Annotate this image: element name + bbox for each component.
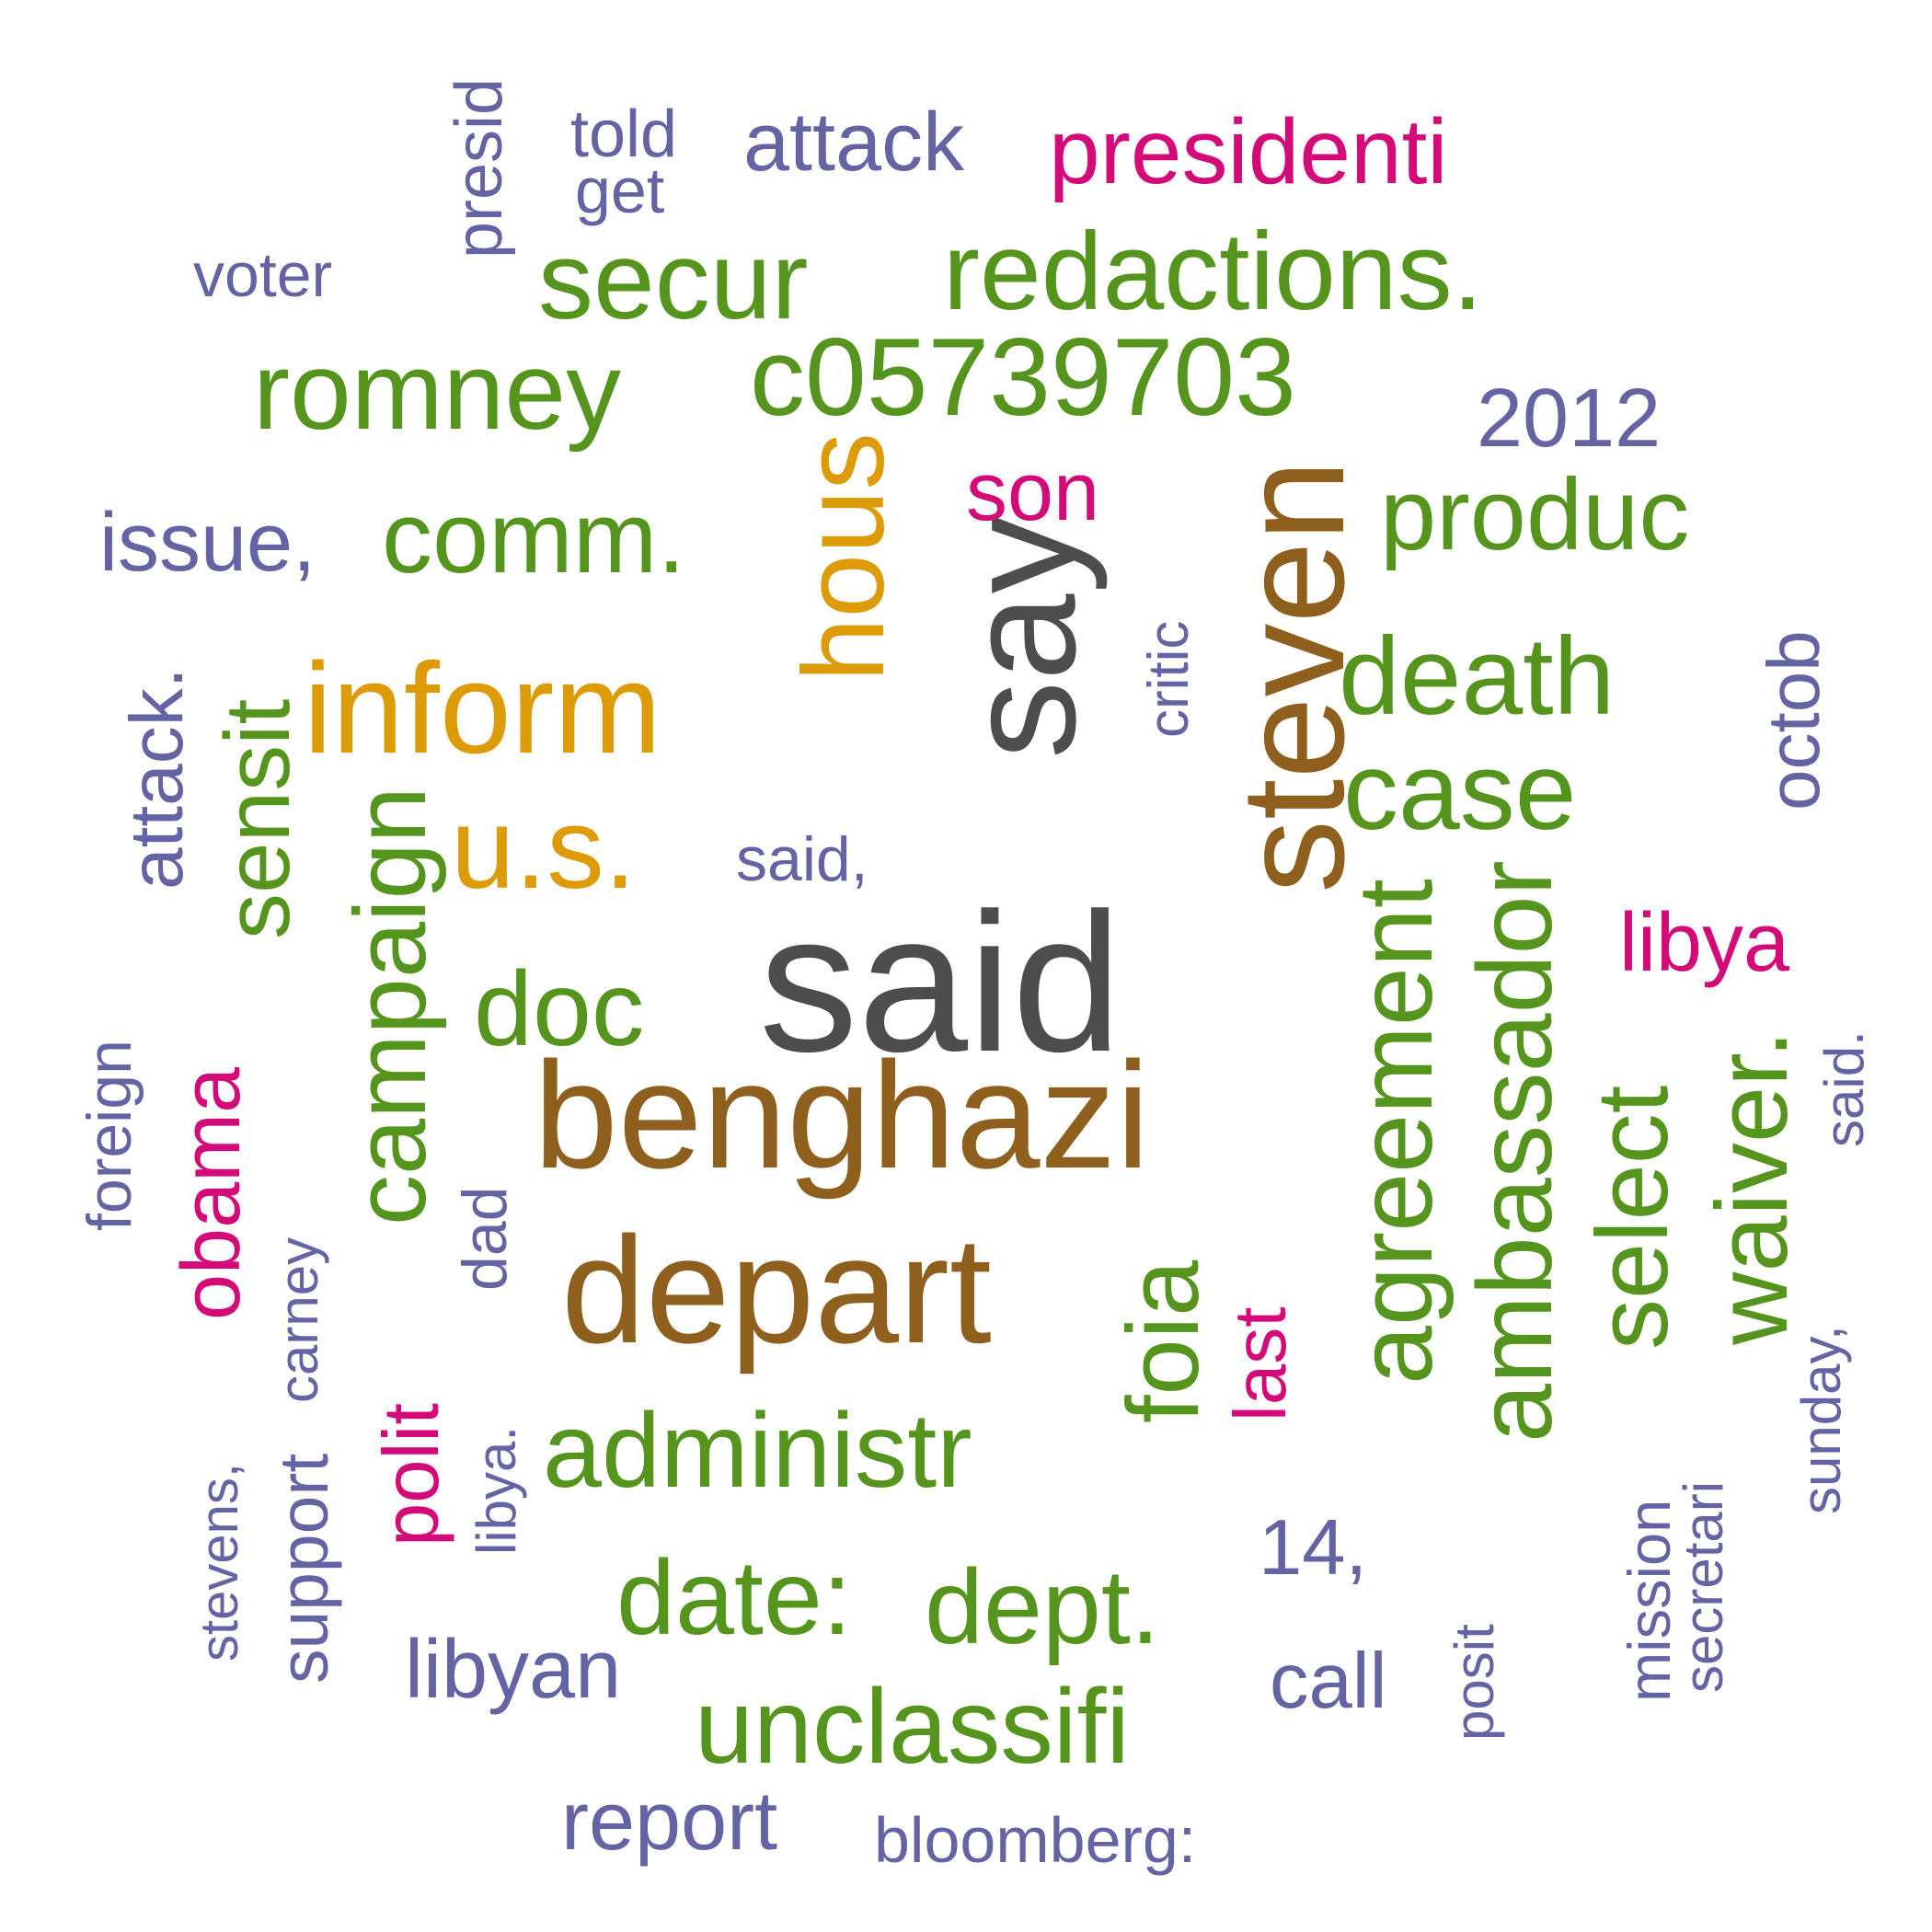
word-last: last xyxy=(1219,1306,1301,1422)
word-hous: hous xyxy=(780,431,908,682)
word-mission: mission xyxy=(1616,1499,1683,1702)
word-report: report xyxy=(561,1776,778,1868)
word-bloomberg: bloomberg: xyxy=(874,1804,1197,1876)
word-said: said, xyxy=(736,824,868,894)
word-posit: posit xyxy=(1443,1624,1505,1741)
word-redactions: redactions. xyxy=(943,210,1483,333)
word-dept: dept. xyxy=(925,1548,1160,1666)
word-told: told xyxy=(570,98,678,171)
word-secretari: secretari xyxy=(1673,1480,1734,1693)
word-inform: inform xyxy=(304,636,661,780)
word-libya: libya. xyxy=(466,1425,527,1555)
word-foia: foia xyxy=(1107,1259,1220,1423)
word-benghazi: benghazi xyxy=(534,1030,1150,1200)
word-administr: administr xyxy=(543,1392,972,1510)
word-said: said. xyxy=(1813,1030,1875,1147)
word-libyan: libyan xyxy=(405,1624,622,1716)
word-waiver: waiver. xyxy=(1696,1029,1809,1345)
word-agreement: agreement xyxy=(1337,879,1455,1385)
word-u-s: u.s. xyxy=(451,785,637,913)
word-libya: libya xyxy=(1619,897,1790,989)
word-support: support xyxy=(265,1453,342,1684)
word-produc: produc xyxy=(1380,458,1690,571)
word-romney: romney xyxy=(253,329,622,453)
word-attack: attack xyxy=(743,97,965,189)
word-voter: voter xyxy=(193,240,333,310)
word-attack: attack. xyxy=(115,667,199,890)
word-stevens: stevens, xyxy=(190,1463,249,1662)
word-issue: issue, xyxy=(99,497,316,589)
word-case: case xyxy=(1343,730,1577,853)
word-son: son xyxy=(966,446,1100,538)
word-carney: carney xyxy=(268,1236,329,1403)
word-get: get xyxy=(575,155,665,226)
word-unclassifi: unclassifi xyxy=(695,1668,1130,1786)
word-comm: comm. xyxy=(382,481,685,594)
word-call: call xyxy=(1270,1638,1387,1725)
word-select: select xyxy=(1576,1085,1689,1350)
word-depart: depart xyxy=(561,1205,992,1374)
word-ambassador: ambassador xyxy=(1456,860,1574,1443)
word-campaign: campaign xyxy=(334,787,447,1225)
word-sunday: sunday, xyxy=(1790,1325,1852,1514)
word-said: said xyxy=(759,871,1122,1093)
word-sensit: sensit xyxy=(206,698,309,939)
word-critic: critic xyxy=(1137,620,1201,738)
word-obama: obama xyxy=(166,1066,258,1320)
word-presid: presid xyxy=(443,77,516,259)
word-octob: octob xyxy=(1753,630,1834,811)
word-secur: secur xyxy=(538,219,809,342)
word-death: death xyxy=(1339,615,1616,738)
word-foreign: foreign xyxy=(75,1040,144,1231)
word-dad: dad xyxy=(450,1186,520,1291)
word-say: say xyxy=(934,515,1109,759)
word-date: date: xyxy=(616,1539,852,1657)
word-14: 14, xyxy=(1259,1504,1368,1592)
word-c05739703: c05739703 xyxy=(750,316,1296,439)
word-doc: doc xyxy=(474,950,645,1068)
word-2012: 2012 xyxy=(1477,373,1662,465)
word-polit: polit xyxy=(368,1403,455,1547)
word-presidenti: presidenti xyxy=(1049,100,1448,203)
